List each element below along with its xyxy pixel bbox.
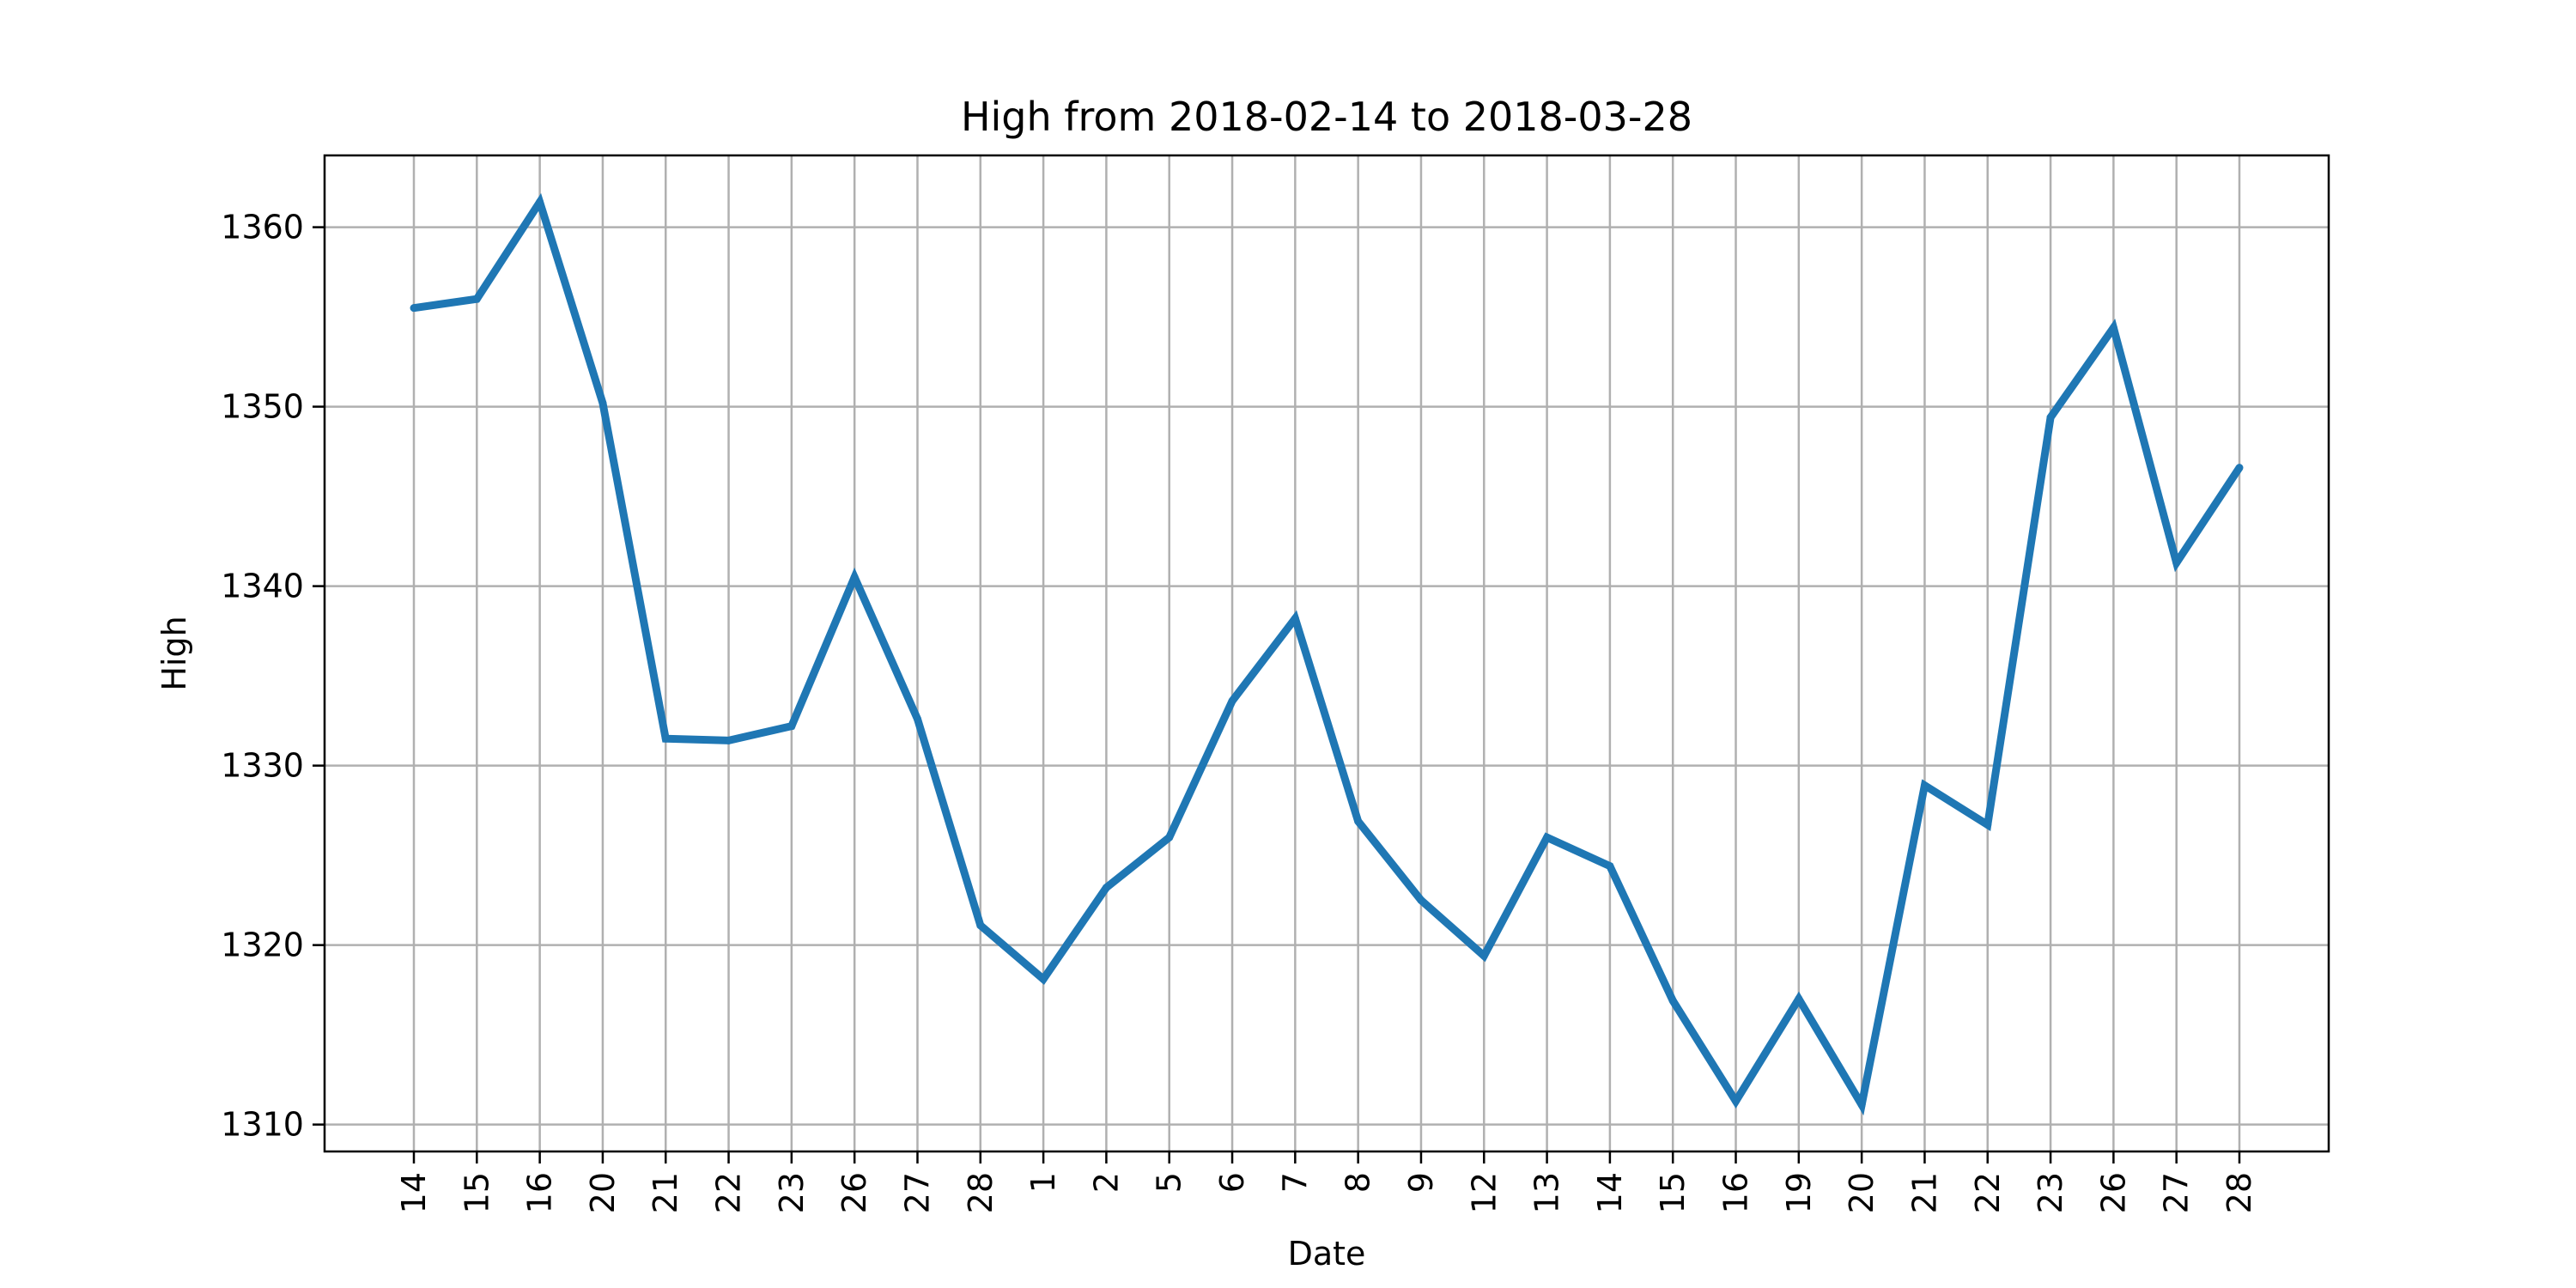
x-tick-label: 12	[1465, 1172, 1503, 1213]
x-tick-label: 6	[1213, 1172, 1251, 1193]
tick-layer: 14 15 16 20 21 22 23 26 27 28 1 2 5 6 7 8 9 12 13 14 15 16 19 2…	[221, 209, 2258, 1214]
x-tick-label: 9	[1402, 1172, 1440, 1193]
x-tick-label: 16	[521, 1172, 559, 1213]
x-tick-label: 16	[1717, 1172, 1755, 1213]
y-tick-label: 1330	[221, 747, 304, 785]
x-tick-label: 26	[835, 1172, 873, 1213]
x-tick-label: 26	[2094, 1172, 2132, 1213]
data-point	[2109, 324, 2117, 332]
series-layer	[413, 192, 2243, 1116]
x-tick-label: 21	[647, 1172, 684, 1213]
plot-frame	[323, 154, 2330, 1153]
data-point	[1920, 781, 1929, 790]
data-point	[536, 197, 544, 206]
x-tick-label: 20	[584, 1172, 622, 1213]
data-point	[1795, 994, 1803, 1003]
x-tick-label: 2	[1087, 1172, 1125, 1193]
data-point	[472, 295, 481, 303]
grid-layer	[325, 155, 2329, 1151]
data-point	[787, 722, 796, 731]
data-point	[1984, 821, 1992, 829]
y-axis-label: High	[155, 616, 193, 690]
data-point	[1291, 614, 1299, 623]
x-tick-label: 27	[2158, 1172, 2196, 1213]
data-point	[725, 736, 733, 744]
x-tick-label: 14	[1591, 1172, 1629, 1213]
data-point	[661, 734, 670, 743]
x-tick-label: 23	[773, 1172, 811, 1213]
data-point	[1417, 896, 1425, 904]
x-tick-label: 22	[710, 1172, 748, 1213]
data-point	[1543, 833, 1552, 841]
data-point	[976, 921, 985, 930]
data-point	[1857, 1101, 1866, 1109]
y-tick-label: 1310	[221, 1106, 304, 1144]
x-tick-label: 28	[962, 1172, 999, 1213]
data-point	[1732, 1097, 1741, 1105]
x-tick-label: 8	[1340, 1172, 1377, 1193]
data-point	[1354, 817, 1363, 825]
data-point	[1479, 951, 1488, 960]
data-point	[1228, 696, 1236, 705]
x-tick-label: 28	[2221, 1172, 2258, 1213]
y-tick-label: 1350	[221, 388, 304, 426]
data-point	[2172, 558, 2181, 567]
y-tick-label: 1360	[221, 209, 304, 246]
data-point	[1668, 996, 1677, 1005]
data-point	[913, 714, 921, 723]
data-point	[598, 398, 607, 407]
data-point	[1606, 862, 1614, 871]
x-axis-label: Date	[1288, 1235, 1366, 1273]
x-tick-label: 20	[1843, 1172, 1880, 1213]
point-layer	[410, 197, 2244, 1109]
x-tick-label: 13	[1528, 1172, 1566, 1213]
x-tick-label: 15	[458, 1172, 495, 1213]
data-point	[850, 573, 859, 581]
x-tick-label: 27	[898, 1172, 936, 1213]
x-tick-label: 22	[1969, 1172, 2007, 1213]
series-line	[413, 192, 2243, 1116]
chart-title: High from 2018-02-14 to 2018-03-28	[961, 94, 1692, 140]
y-tick-label: 1340	[221, 568, 304, 605]
data-point	[410, 304, 418, 313]
data-point	[2235, 464, 2244, 472]
x-tick-label: 19	[1780, 1172, 1818, 1213]
x-tick-label: 1	[1024, 1172, 1062, 1193]
x-tick-label: 5	[1151, 1172, 1188, 1193]
x-tick-label: 23	[2032, 1172, 2069, 1213]
x-tick-label: 15	[1654, 1172, 1692, 1213]
data-point	[1039, 975, 1048, 983]
data-point	[2046, 413, 2055, 422]
data-point	[1102, 884, 1110, 892]
y-tick-label: 1320	[221, 927, 304, 964]
data-point	[1165, 833, 1174, 841]
x-tick-label: 21	[1905, 1172, 1943, 1213]
x-tick-label: 7	[1276, 1172, 1314, 1193]
x-tick-label: 14	[395, 1172, 433, 1213]
